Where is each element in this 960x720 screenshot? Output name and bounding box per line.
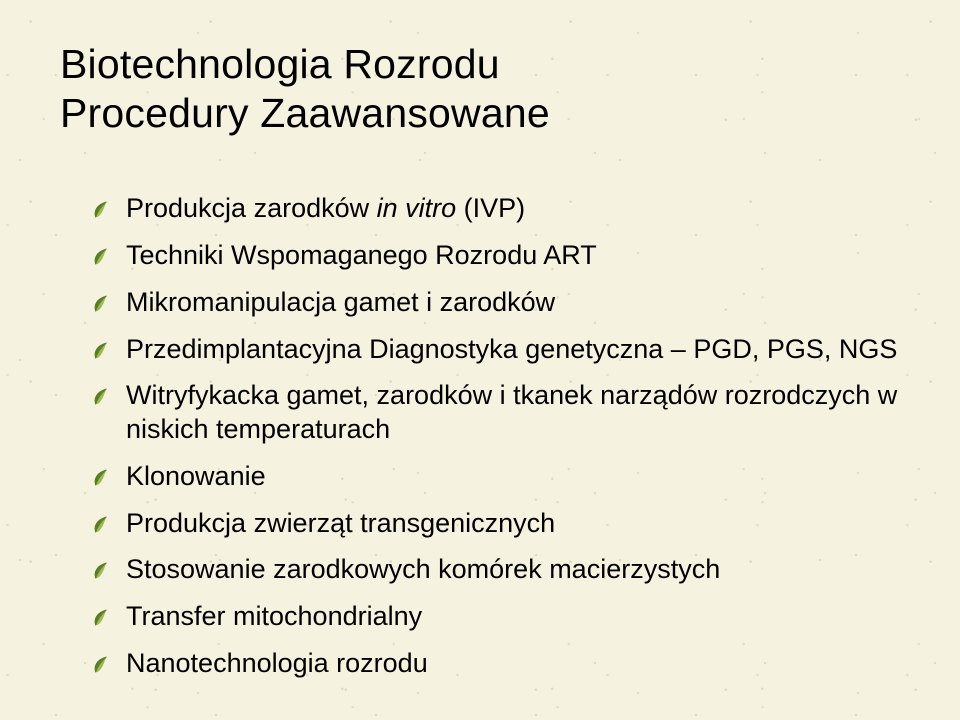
bullet-text: Nanotechnologia rozrodu <box>126 647 900 681</box>
list-item: Produkcja zarodków in vitro (IVP) <box>90 192 900 226</box>
bullet-text: Witryfykacka gamet, zarodków i tkanek na… <box>126 379 900 447</box>
list-item: Witryfykacka gamet, zarodków i tkanek na… <box>90 379 900 447</box>
leaf-bullet-icon <box>90 243 112 265</box>
bullet-text: Klonowanie <box>126 460 900 494</box>
slide: Biotechnologia Rozrodu Procedury Zaawans… <box>0 0 960 720</box>
bullet-text: Techniki Wspomaganego Rozrodu ART <box>126 239 900 273</box>
leaf-bullet-icon <box>90 651 112 673</box>
leaf-bullet-icon <box>90 604 112 626</box>
bullet-text-post: (IVP) <box>456 193 525 223</box>
bullet-text-pre: Mikromanipulacja gamet i zarodków <box>126 287 555 317</box>
bullet-text: Mikromanipulacja gamet i zarodków <box>126 286 900 320</box>
leaf-bullet-icon <box>90 557 112 579</box>
bullet-list: Produkcja zarodków in vitro (IVP) Techni… <box>60 192 900 680</box>
leaf-bullet-icon <box>90 511 112 533</box>
list-item: Produkcja zwierząt transgenicznych <box>90 507 900 541</box>
bullet-text: Stosowanie zarodkowych komórek macierzys… <box>126 553 900 587</box>
bullet-text-italic: in vitro <box>377 193 457 223</box>
list-item: Nanotechnologia rozrodu <box>90 647 900 681</box>
list-item: Transfer mitochondrialny <box>90 600 900 634</box>
list-item: Mikromanipulacja gamet i zarodków <box>90 286 900 320</box>
bullet-text-pre: Klonowanie <box>126 461 266 491</box>
bullet-text-pre: Techniki Wspomaganego Rozrodu ART <box>126 240 597 270</box>
bullet-text-pre: Witryfykacka gamet, zarodków i tkanek na… <box>126 380 897 444</box>
bullet-text-pre: Stosowanie zarodkowych komórek macierzys… <box>126 554 720 584</box>
leaf-bullet-icon <box>90 196 112 218</box>
bullet-text-pre: Transfer mitochondrialny <box>126 601 422 631</box>
bullet-text: Przedimplantacyjna Diagnostyka genetyczn… <box>126 333 900 367</box>
leaf-bullet-icon <box>90 337 112 359</box>
bullet-text-pre: Przedimplantacyjna Diagnostyka genetyczn… <box>126 334 897 364</box>
bullet-text-pre: Produkcja zarodków <box>126 193 377 223</box>
list-item: Przedimplantacyjna Diagnostyka genetyczn… <box>90 333 900 367</box>
list-item: Klonowanie <box>90 460 900 494</box>
title-line-1: Biotechnologia Rozrodu <box>60 40 900 89</box>
title-block: Biotechnologia Rozrodu Procedury Zaawans… <box>60 40 900 138</box>
bullet-text-pre: Produkcja zwierząt transgenicznych <box>126 508 555 538</box>
bullet-text: Transfer mitochondrialny <box>126 600 900 634</box>
list-item: Stosowanie zarodkowych komórek macierzys… <box>90 553 900 587</box>
leaf-bullet-icon <box>90 290 112 312</box>
bullet-text: Produkcja zwierząt transgenicznych <box>126 507 900 541</box>
leaf-bullet-icon <box>90 464 112 486</box>
bullet-text-pre: Nanotechnologia rozrodu <box>126 648 428 678</box>
title-line-2: Procedury Zaawansowane <box>60 89 900 138</box>
leaf-bullet-icon <box>90 383 112 405</box>
list-item: Techniki Wspomaganego Rozrodu ART <box>90 239 900 273</box>
bullet-text: Produkcja zarodków in vitro (IVP) <box>126 192 900 226</box>
